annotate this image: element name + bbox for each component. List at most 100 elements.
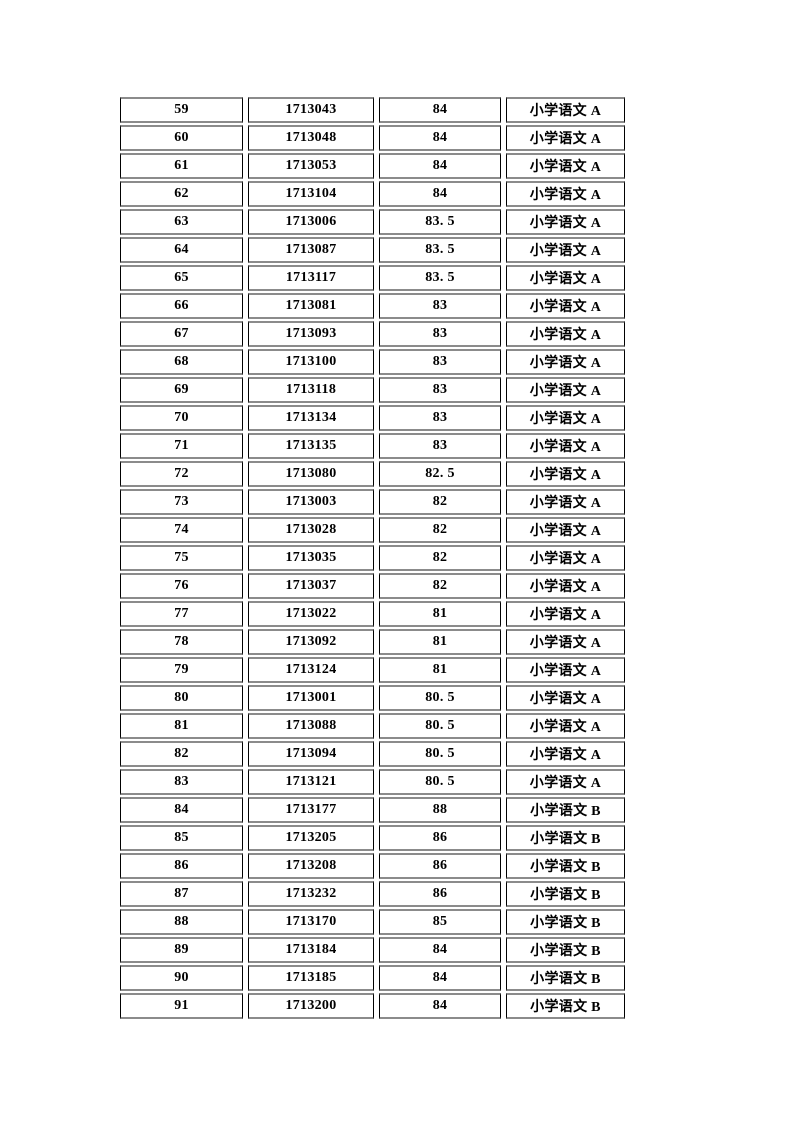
candidate-id-cell: 1713118 xyxy=(248,377,374,403)
subject-group-cell: 小学语文 A xyxy=(506,601,625,627)
candidate-id-cell: 1713205 xyxy=(248,825,374,851)
candidate-id-cell: 1713003 xyxy=(248,489,374,515)
score-cell: 82 xyxy=(379,573,501,599)
subject-group-cell: 小学语文 A xyxy=(506,321,625,347)
rank-cell: 69 xyxy=(120,377,243,403)
subject-group-cell: 小学语文 A xyxy=(506,713,625,739)
subject-group-cell: 小学语文 B xyxy=(506,909,625,935)
subject-group-cell: 小学语文 A xyxy=(506,153,625,179)
subject-group-cell: 小学语文 A xyxy=(506,629,625,655)
table-row: 78 1713092 81 小学语文 A xyxy=(120,629,625,655)
score-cell: 86 xyxy=(379,853,501,879)
score-cell: 88 xyxy=(379,797,501,823)
score-cell: 83 xyxy=(379,321,501,347)
candidate-id-cell: 1713022 xyxy=(248,601,374,627)
score-cell: 83 xyxy=(379,377,501,403)
candidate-id-cell: 1713088 xyxy=(248,713,374,739)
table-row: 64 1713087 83. 5 小学语文 A xyxy=(120,237,625,263)
score-cell: 80. 5 xyxy=(379,769,501,795)
score-cell: 80. 5 xyxy=(379,741,501,767)
subject-group-cell: 小学语文 A xyxy=(506,741,625,767)
subject-group-cell: 小学语文 A xyxy=(506,657,625,683)
candidate-id-cell: 1713184 xyxy=(248,937,374,963)
score-cell: 80. 5 xyxy=(379,685,501,711)
score-cell: 84 xyxy=(379,97,501,123)
subject-group-cell: 小学语文 B xyxy=(506,993,625,1019)
rank-cell: 59 xyxy=(120,97,243,123)
score-cell: 84 xyxy=(379,937,501,963)
subject-group-cell: 小学语文 A xyxy=(506,405,625,431)
table-row: 70 1713134 83 小学语文 A xyxy=(120,405,625,431)
table-row: 71 1713135 83 小学语文 A xyxy=(120,433,625,459)
table-row: 61 1713053 84 小学语文 A xyxy=(120,153,625,179)
subject-group-cell: 小学语文 A xyxy=(506,181,625,207)
candidate-id-cell: 1713087 xyxy=(248,237,374,263)
table-row: 77 1713022 81 小学语文 A xyxy=(120,601,625,627)
score-cell: 85 xyxy=(379,909,501,935)
subject-group-cell: 小学语文 A xyxy=(506,545,625,571)
candidate-id-cell: 1713035 xyxy=(248,545,374,571)
candidate-id-cell: 1713200 xyxy=(248,993,374,1019)
candidate-id-cell: 1713006 xyxy=(248,209,374,235)
rank-cell: 88 xyxy=(120,909,243,935)
subject-group-cell: 小学语文 A xyxy=(506,97,625,123)
candidate-id-cell: 1713185 xyxy=(248,965,374,991)
rank-cell: 89 xyxy=(120,937,243,963)
rank-cell: 71 xyxy=(120,433,243,459)
table-row: 73 1713003 82 小学语文 A xyxy=(120,489,625,515)
subject-group-cell: 小学语文 A xyxy=(506,769,625,795)
rank-cell: 74 xyxy=(120,517,243,543)
subject-group-cell: 小学语文 B xyxy=(506,853,625,879)
rank-cell: 67 xyxy=(120,321,243,347)
table-row: 84 1713177 88 小学语文 B xyxy=(120,797,625,823)
rank-cell: 83 xyxy=(120,769,243,795)
table-row: 68 1713100 83 小学语文 A xyxy=(120,349,625,375)
rank-cell: 66 xyxy=(120,293,243,319)
table-row: 79 1713124 81 小学语文 A xyxy=(120,657,625,683)
rank-cell: 75 xyxy=(120,545,243,571)
score-cell: 84 xyxy=(379,181,501,207)
table-row: 85 1713205 86 小学语文 B xyxy=(120,825,625,851)
subject-group-cell: 小学语文 B xyxy=(506,965,625,991)
rank-cell: 86 xyxy=(120,853,243,879)
score-cell: 83 xyxy=(379,293,501,319)
table-row: 72 1713080 82. 5 小学语文 A xyxy=(120,461,625,487)
rank-cell: 85 xyxy=(120,825,243,851)
table-row: 67 1713093 83 小学语文 A xyxy=(120,321,625,347)
candidate-id-cell: 1713117 xyxy=(248,265,374,291)
table-row: 76 1713037 82 小学语文 A xyxy=(120,573,625,599)
candidate-id-cell: 1713092 xyxy=(248,629,374,655)
table-row: 75 1713035 82 小学语文 A xyxy=(120,545,625,571)
score-cell: 82 xyxy=(379,517,501,543)
candidate-id-cell: 1713100 xyxy=(248,349,374,375)
score-cell: 86 xyxy=(379,825,501,851)
candidate-id-cell: 1713080 xyxy=(248,461,374,487)
score-cell: 84 xyxy=(379,993,501,1019)
subject-group-cell: 小学语文 B xyxy=(506,881,625,907)
candidate-id-cell: 1713001 xyxy=(248,685,374,711)
candidate-id-cell: 1713043 xyxy=(248,97,374,123)
candidate-id-cell: 1713048 xyxy=(248,125,374,151)
rank-cell: 84 xyxy=(120,797,243,823)
score-cell: 82. 5 xyxy=(379,461,501,487)
score-cell: 83 xyxy=(379,349,501,375)
rank-cell: 82 xyxy=(120,741,243,767)
candidate-id-cell: 1713134 xyxy=(248,405,374,431)
score-cell: 84 xyxy=(379,125,501,151)
score-cell: 84 xyxy=(379,153,501,179)
subject-group-cell: 小学语文 A xyxy=(506,461,625,487)
score-table-body: 59 1713043 84 小学语文 A 60 1713048 84 小学语文 A 61 1713… xyxy=(120,97,625,1019)
table-row: 91 1713200 84 小学语文 B xyxy=(120,993,625,1019)
score-cell: 81 xyxy=(379,657,501,683)
table-row: 90 1713185 84 小学语文 B xyxy=(120,965,625,991)
rank-cell: 79 xyxy=(120,657,243,683)
rank-cell: 60 xyxy=(120,125,243,151)
rank-cell: 90 xyxy=(120,965,243,991)
rank-cell: 81 xyxy=(120,713,243,739)
table-row: 62 1713104 84 小学语文 A xyxy=(120,181,625,207)
candidate-id-cell: 1713121 xyxy=(248,769,374,795)
score-cell: 83 xyxy=(379,405,501,431)
table-row: 82 1713094 80. 5 小学语文 A xyxy=(120,741,625,767)
table-row: 66 1713081 83 小学语文 A xyxy=(120,293,625,319)
